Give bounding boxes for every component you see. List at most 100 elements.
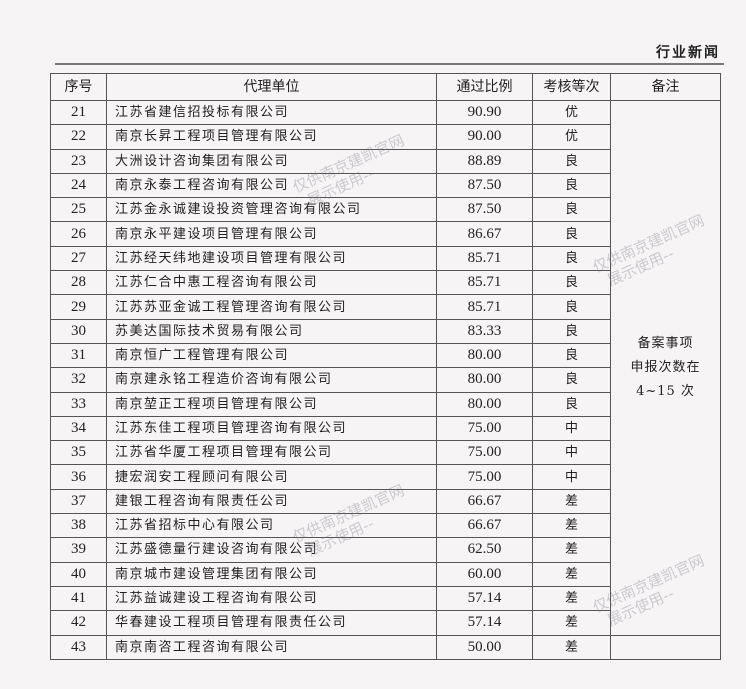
pass-ratio: 87.50 <box>436 197 533 223</box>
section-title: 行业新闻 <box>656 45 720 61</box>
row-number: 32 <box>50 367 107 393</box>
table-row: 36 捷宏润安工程顾问有限公司 75.00 中 <box>50 464 721 490</box>
row-number: 33 <box>50 391 107 417</box>
grade: 中 <box>532 464 611 490</box>
header-rule <box>55 63 724 65</box>
grade: 差 <box>532 610 611 636</box>
table-row: 30 苏美达国际技术贸易有限公司 83.33 良 <box>50 318 721 344</box>
agency-name: 南京恒广工程管理有限公司 <box>106 342 437 369</box>
table-row: 29 江苏苏亚金诚工程管理咨询有限公司 85.71 良 <box>50 294 721 320</box>
pass-ratio: 87.50 <box>436 172 533 199</box>
grade: 良 <box>532 391 611 417</box>
remark-cell: 备案事项 申报次数在 4~15 次 <box>610 100 721 636</box>
row-number: 25 <box>50 197 107 223</box>
grade: 良 <box>532 270 611 296</box>
row-number: 30 <box>50 318 107 344</box>
agency-name: 华春建设工程项目管理有限责任公司 <box>106 610 437 636</box>
table-row: 22 南京长昇工程项目管理有限公司 90.00 优 <box>50 124 721 150</box>
agency-name: 江苏盛德量行建设咨询有限公司 <box>106 537 437 563</box>
row-number: 31 <box>50 342 107 369</box>
remark-cell-empty <box>610 634 721 660</box>
pass-ratio: 86.67 <box>436 221 533 247</box>
row-number: 35 <box>50 440 107 466</box>
pass-ratio: 60.00 <box>436 561 533 587</box>
pass-ratio: 66.67 <box>436 513 533 539</box>
row-number: 28 <box>50 270 107 296</box>
pass-ratio: 85.71 <box>436 294 533 320</box>
agency-name: 南京建永铭工程造价咨询有限公司 <box>106 367 437 393</box>
pass-ratio: 50.00 <box>436 634 533 660</box>
grade: 优 <box>532 99 611 126</box>
agency-name: 捷宏润安工程顾问有限公司 <box>106 464 437 490</box>
row-number: 40 <box>50 561 107 587</box>
pass-ratio: 85.71 <box>436 245 533 272</box>
agency-name: 南京永泰工程咨询有限公司 <box>106 172 437 199</box>
pass-ratio: 62.50 <box>436 537 533 563</box>
agency-name: 江苏省建信招投标有限公司 <box>106 99 437 126</box>
row-number: 29 <box>50 294 107 320</box>
agency-name: 江苏金永诚建设投资管理咨询有限公司 <box>106 197 437 223</box>
pass-ratio: 57.14 <box>436 585 533 612</box>
agency-name: 江苏省招标中心有限公司 <box>106 513 437 539</box>
agency-name: 江苏东佳工程项目管理咨询有限公司 <box>106 415 437 442</box>
agency-name: 苏美达国际技术贸易有限公司 <box>106 318 437 344</box>
row-number: 39 <box>50 537 107 563</box>
table-row: 32 南京建永铭工程造价咨询有限公司 80.00 良 <box>50 367 721 393</box>
table-row: 35 江苏省华厦工程项目管理有限公司 75.00 中 <box>50 440 721 466</box>
grade: 差 <box>532 634 611 660</box>
pass-ratio: 57.14 <box>436 610 533 636</box>
agency-name: 江苏苏亚金诚工程管理咨询有限公司 <box>106 294 437 320</box>
pass-ratio: 80.00 <box>436 367 533 393</box>
grade: 差 <box>532 537 611 563</box>
table-row: 40 南京城市建设管理集团有限公司 60.00 差 <box>50 561 721 587</box>
grade: 中 <box>532 440 611 466</box>
agency-name: 南京堃正工程项目管理有限公司 <box>106 391 437 417</box>
agency-name: 建银工程咨询有限责任公司 <box>106 488 437 515</box>
row-number: 21 <box>50 99 107 126</box>
agency-name: 江苏经天纬地建设项目管理有限公司 <box>106 245 437 272</box>
row-number: 23 <box>50 148 107 174</box>
row-number: 36 <box>50 464 107 490</box>
pass-ratio: 80.00 <box>436 391 533 417</box>
table-row: 24 南京永泰工程咨询有限公司 87.50 良 <box>50 172 721 199</box>
table-row: 25 江苏金永诚建设投资管理咨询有限公司 87.50 良 <box>50 197 721 223</box>
pass-ratio: 83.33 <box>436 318 533 344</box>
table-row: 31 南京恒广工程管理有限公司 80.00 良 <box>50 342 721 369</box>
agency-name: 江苏省华厦工程项目管理有限公司 <box>106 440 437 466</box>
row-number: 38 <box>50 513 107 539</box>
agency-name: 江苏益诚建设工程咨询有限公司 <box>106 585 437 612</box>
pass-ratio: 75.00 <box>436 415 533 442</box>
row-number: 26 <box>50 221 107 247</box>
table-header-row: 序号 代理单位 通过比例 考核等次 备注 <box>50 73 721 101</box>
row-number: 27 <box>50 245 107 272</box>
grade: 良 <box>532 294 611 320</box>
pass-ratio: 90.00 <box>436 124 533 150</box>
grade: 良 <box>532 148 611 174</box>
header-agency: 代理单位 <box>106 73 437 101</box>
agency-name: 南京永平建设项目管理有限公司 <box>106 221 437 247</box>
row-number: 43 <box>50 634 107 660</box>
grade: 优 <box>532 124 611 150</box>
table-row: 43 南京南咨工程咨询有限公司 50.00 差 <box>50 634 721 660</box>
table-row: 39 江苏盛德量行建设咨询有限公司 62.50 差 <box>50 537 721 563</box>
agency-table: 序号 代理单位 通过比例 考核等次 备注 21 江苏省建信招投标有限公司 90.90 优备案事… <box>50 73 721 660</box>
grade: 差 <box>532 513 611 539</box>
pass-ratio: 75.00 <box>436 440 533 466</box>
grade: 良 <box>532 367 611 393</box>
pass-ratio: 90.90 <box>436 99 533 126</box>
row-number: 41 <box>50 585 107 612</box>
table-row: 34 江苏东佳工程项目管理咨询有限公司 75.00 中 <box>50 415 721 442</box>
agency-name: 南京长昇工程项目管理有限公司 <box>106 124 437 150</box>
pass-ratio: 85.71 <box>436 270 533 296</box>
table-row: 23 大洲设计咨询集团有限公司 88.89 良 <box>50 148 721 174</box>
grade: 差 <box>532 488 611 515</box>
remark-line: 4~15 次 <box>636 383 695 399</box>
header-remark: 备注 <box>610 73 721 101</box>
grade: 良 <box>532 318 611 344</box>
header-grade: 考核等次 <box>532 73 611 101</box>
remark-line: 申报次数在 <box>630 359 701 375</box>
pass-ratio: 88.89 <box>436 148 533 174</box>
pass-ratio: 66.67 <box>436 488 533 515</box>
pass-ratio: 80.00 <box>436 342 533 369</box>
grade: 良 <box>532 197 611 223</box>
